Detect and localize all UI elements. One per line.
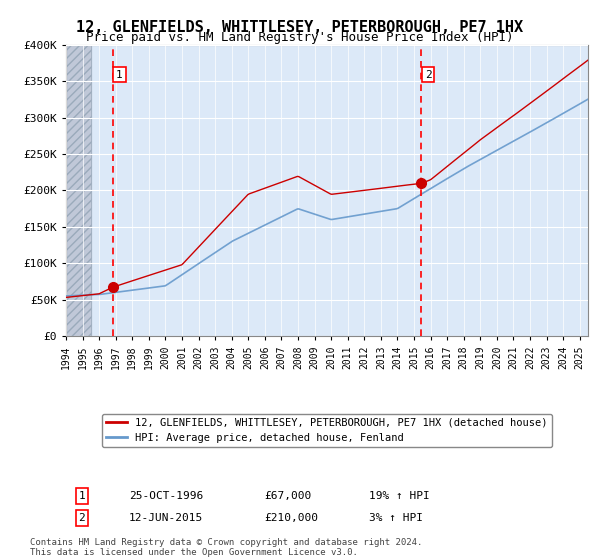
Text: 3% ↑ HPI: 3% ↑ HPI [369, 513, 423, 523]
Text: 12-JUN-2015: 12-JUN-2015 [128, 513, 203, 523]
Legend: 12, GLENFIELDS, WHITTLESEY, PETERBOROUGH, PE7 1HX (detached house), HPI: Average: 12, GLENFIELDS, WHITTLESEY, PETERBOROUGH… [102, 414, 552, 447]
Text: 1: 1 [116, 69, 123, 80]
Text: £210,000: £210,000 [265, 513, 319, 523]
Text: 25-OCT-1996: 25-OCT-1996 [128, 491, 203, 501]
Bar [66, 45, 91, 336]
Text: 1: 1 [78, 491, 85, 501]
Text: Price paid vs. HM Land Registry's House Price Index (HPI): Price paid vs. HM Land Registry's House … [86, 31, 514, 44]
Text: 2: 2 [425, 69, 431, 80]
Text: 19% ↑ HPI: 19% ↑ HPI [369, 491, 430, 501]
Text: Contains HM Land Registry data © Crown copyright and database right 2024.
This d: Contains HM Land Registry data © Crown c… [30, 538, 422, 557]
Text: £67,000: £67,000 [265, 491, 311, 501]
Text: 2: 2 [78, 513, 85, 523]
Text: 12, GLENFIELDS, WHITTLESEY, PETERBOROUGH, PE7 1HX: 12, GLENFIELDS, WHITTLESEY, PETERBOROUGH… [76, 20, 524, 35]
Bar [66, 45, 91, 336]
